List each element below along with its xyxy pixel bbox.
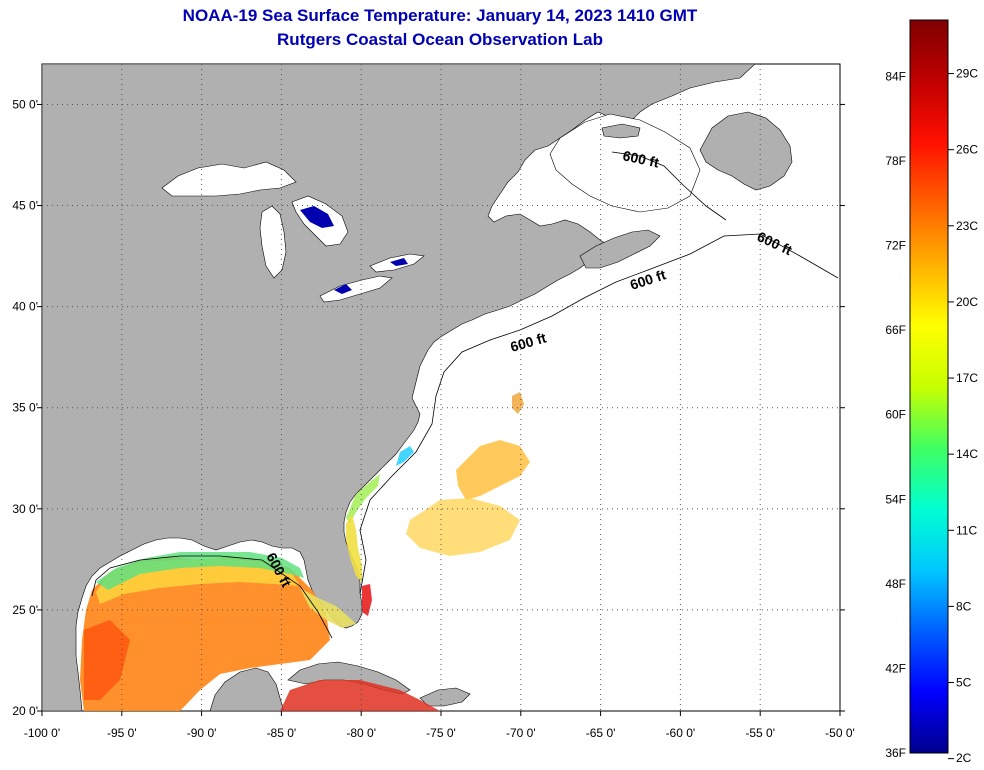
lon-tick-label: -100 0' (24, 726, 60, 740)
lon-tick-label: -75 0' (426, 726, 456, 740)
sst-data-atlantic-coast (280, 392, 530, 711)
map-subtitle: Rutgers Coastal Ocean Observation Lab (277, 30, 603, 49)
colorbar-c-label: 2C (956, 751, 972, 765)
lat-tick-label: 45 0' (12, 199, 38, 213)
land-north-america (42, 64, 756, 711)
lon-tick-label: -85 0' (267, 726, 297, 740)
lon-tick-label: -70 0' (506, 726, 536, 740)
land-yucatan (209, 667, 285, 711)
lat-tick-label: 30 0' (12, 502, 38, 516)
land-nova-scotia (579, 229, 661, 269)
colorbar-c-label: 17C (956, 371, 978, 385)
colorbar-f-label: 36F (885, 746, 906, 760)
colorbar-f-label: 84F (885, 69, 906, 83)
lon-tick-label: -50 0' (825, 726, 855, 740)
colorbar-labels: 84F 78F 72F 66F 60F 54F 48F 42F 36F 29C 26C 23C 20C 1… (885, 67, 978, 765)
colorbar-f-label: 60F (885, 408, 906, 422)
lat-tick-label: 35 0' (12, 401, 38, 415)
colorbar-c-label: 29C (956, 67, 978, 81)
map-title: NOAA-19 Sea Surface Temperature: January… (182, 6, 698, 25)
colorbar-c-label: 5C (956, 676, 972, 690)
lake-erie-ice (334, 284, 352, 294)
lat-lon-grid (42, 64, 840, 711)
colorbar-f-label: 42F (885, 661, 906, 675)
lat-tick-label: 20 0' (12, 704, 38, 718)
colorbar-f-label: 54F (885, 492, 906, 506)
colorbar-c-label: 26C (956, 143, 978, 157)
colorbar-c-label: 8C (956, 599, 972, 613)
lake-michigan (259, 205, 287, 279)
land-newfoundland (699, 111, 793, 191)
lon-tick-label: -90 0' (187, 726, 217, 740)
lake-superior (161, 161, 297, 197)
lon-tick-label: -80 0' (346, 726, 376, 740)
lake-erie (319, 275, 393, 303)
colorbar-c-label: 23C (956, 219, 978, 233)
colorbar-c-label: 14C (956, 447, 978, 461)
axis-ticks: -100 0' -95 0' -90 0' -85 0' -80 0' -75 0' -70… (12, 97, 854, 740)
colorbar-f-label: 48F (885, 577, 906, 591)
lake-ontario-ice (390, 258, 408, 266)
lat-tick-label: 40 0' (12, 300, 38, 314)
lon-tick-label: -60 0' (666, 726, 696, 740)
lake-huron-ice (300, 206, 334, 228)
isobath-600ft (91, 151, 839, 639)
colorbar-c-label: 11C (956, 523, 977, 537)
lat-tick-label: 50 0' (12, 97, 38, 111)
lon-tick-label: -95 0' (107, 726, 137, 740)
colorbar-f-label: 78F (885, 154, 906, 168)
colorbar-f-label: 66F (885, 323, 906, 337)
lat-tick-label: 25 0' (12, 603, 38, 617)
colorbar-c-label: 20C (956, 295, 978, 309)
lon-tick-label: -55 0' (745, 726, 775, 740)
land-anticosti (601, 123, 641, 139)
lon-tick-label: -65 0' (586, 726, 616, 740)
colorbar (909, 19, 949, 754)
contour-label: 600 ft (621, 147, 660, 170)
sst-data-gulf (80, 552, 356, 711)
colorbar-f-label: 72F (885, 239, 906, 253)
gulf-st-lawrence (549, 113, 701, 213)
